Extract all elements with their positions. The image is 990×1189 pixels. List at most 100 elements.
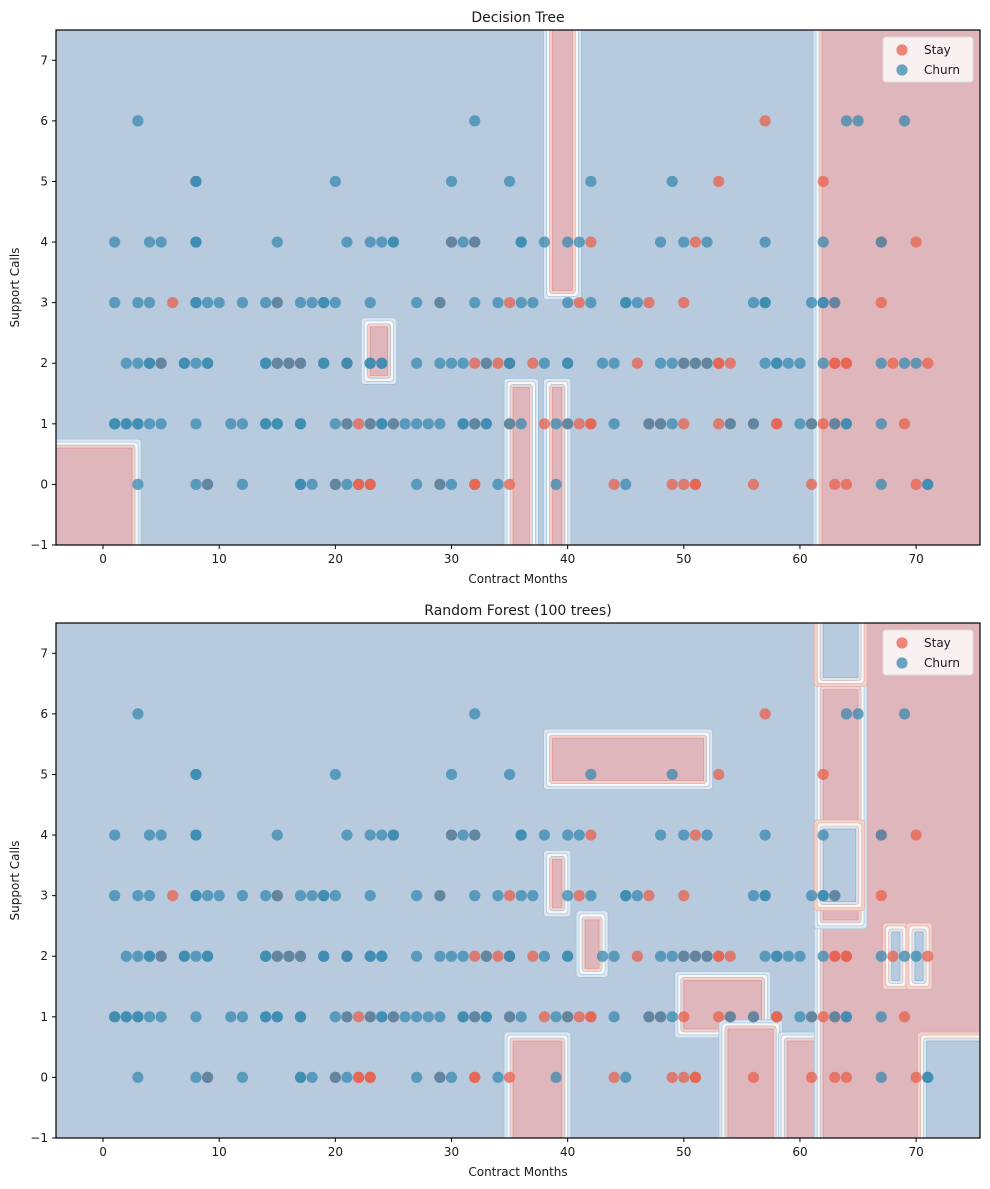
point-churn (434, 950, 446, 962)
point-churn (364, 890, 376, 902)
point-churn (724, 1011, 736, 1023)
point-churn (875, 1071, 887, 1084)
x-tick-label: 70 (908, 552, 923, 566)
point-stay (771, 1011, 783, 1023)
point-churn (457, 418, 469, 430)
point-stay (678, 418, 690, 430)
region-churn (926, 1040, 980, 1138)
point-stay (678, 297, 690, 309)
point-stay (875, 297, 887, 309)
point-churn (318, 297, 330, 309)
point-stay (469, 478, 481, 491)
point-stay (492, 357, 504, 369)
point-churn (190, 1011, 202, 1023)
y-tick-label: −1 (30, 538, 48, 552)
point-stay (503, 890, 516, 902)
point-churn (364, 418, 376, 430)
x-tick-label: 40 (560, 552, 575, 566)
region-stay (56, 447, 133, 545)
x-tick-label: 20 (328, 1145, 343, 1159)
point-churn (666, 1011, 678, 1023)
decision-regions (56, 623, 980, 1138)
point-stay (759, 115, 771, 127)
point-stay (922, 357, 934, 369)
point-stay (898, 1011, 911, 1023)
point-churn (329, 297, 341, 309)
point-stay (469, 1071, 481, 1084)
point-churn (294, 950, 307, 962)
point-churn (805, 890, 818, 902)
point-churn (701, 950, 713, 962)
point-stay (631, 950, 643, 962)
point-churn (411, 1011, 423, 1023)
point-churn (341, 829, 353, 841)
point-stay (713, 1011, 725, 1023)
point-churn (120, 950, 132, 962)
x-tick-label: 20 (328, 552, 343, 566)
point-churn (445, 236, 458, 248)
point-churn (271, 829, 283, 841)
point-churn (620, 890, 632, 902)
point-stay (527, 950, 539, 962)
point-churn (469, 1011, 481, 1023)
point-churn (562, 357, 574, 369)
point-churn (190, 297, 202, 309)
point-churn (132, 478, 144, 491)
point-stay (805, 1071, 818, 1084)
point-churn (794, 950, 806, 962)
y-tick-label: 3 (40, 889, 48, 903)
x-tick-label: 70 (908, 1145, 923, 1159)
point-churn (689, 357, 702, 369)
y-tick-label: 1 (40, 417, 48, 431)
legend: Stay Churn (882, 629, 974, 676)
point-churn (678, 950, 690, 962)
point-churn (201, 357, 214, 369)
point-stay (364, 478, 376, 491)
point-churn (445, 768, 458, 781)
point-stay (585, 1011, 597, 1023)
point-stay (817, 1011, 829, 1023)
y-axis-label: Support Calls (8, 841, 22, 921)
point-churn (666, 175, 678, 188)
y-tick-label: 7 (40, 646, 48, 660)
point-churn (457, 829, 469, 841)
point-churn (469, 829, 481, 841)
point-churn (143, 950, 156, 962)
point-churn (294, 890, 307, 902)
point-churn (306, 297, 318, 309)
point-churn (654, 950, 667, 962)
point-churn (573, 829, 585, 841)
point-churn (143, 1011, 156, 1023)
point-churn (805, 297, 818, 309)
point-churn (445, 950, 458, 962)
point-churn (387, 236, 400, 248)
axes-frame (55, 622, 981, 1139)
point-churn (469, 708, 481, 720)
point-churn (562, 1011, 574, 1023)
point-churn (155, 1011, 167, 1023)
point-churn (817, 829, 829, 841)
point-stay (643, 297, 655, 309)
legend-marker-stay (896, 44, 908, 56)
point-churn (445, 829, 458, 841)
region-stay (552, 737, 704, 781)
point-churn (422, 418, 434, 430)
point-stay (503, 1071, 516, 1084)
y-tick-label: 4 (40, 235, 48, 249)
point-churn (701, 829, 713, 841)
point-churn (643, 418, 655, 430)
point-churn (364, 829, 376, 841)
region-churn (822, 828, 857, 903)
point-churn (190, 1071, 202, 1084)
point-churn (701, 236, 713, 248)
point-churn (132, 1011, 144, 1023)
point-churn (515, 236, 527, 248)
point-churn (794, 418, 806, 430)
region-stay (552, 387, 563, 545)
point-churn (445, 357, 458, 369)
point-churn (271, 357, 283, 369)
data-points (109, 708, 934, 1084)
point-churn (829, 418, 841, 430)
point-churn (236, 890, 249, 902)
